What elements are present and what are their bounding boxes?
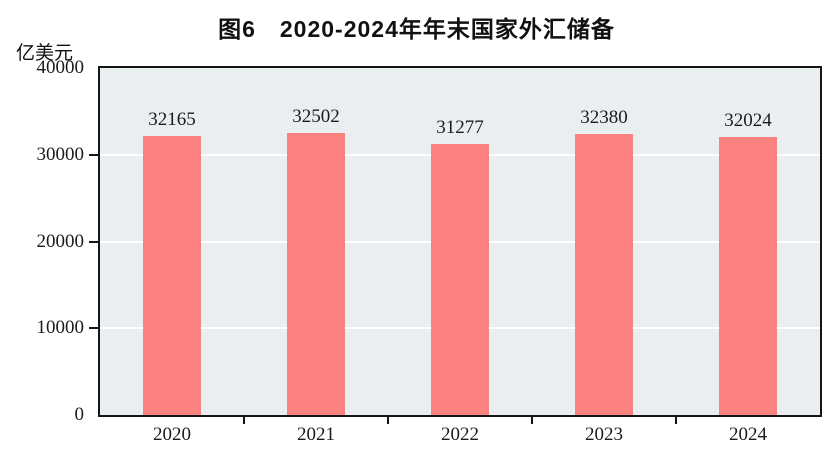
- bar-2023: [575, 134, 633, 415]
- y-tick-label: 20000: [36, 230, 85, 252]
- bar-value-label: 32380: [580, 107, 628, 129]
- x-tick-label-2020: 2020: [153, 424, 191, 445]
- y-tick-mark: [89, 327, 98, 330]
- bar-2020: [143, 135, 201, 415]
- x-tick-mark: [243, 417, 245, 424]
- bar-2022: [431, 143, 489, 415]
- y-tick-label: 30000: [36, 143, 85, 165]
- chart-title: 图6 2020-2024年年末国家外汇储备: [218, 16, 615, 42]
- x-tick-mark: [675, 417, 677, 424]
- bar-value-label: 32502: [292, 106, 340, 128]
- x-tick-label-2021: 2021: [297, 424, 335, 445]
- bar-value-label: 31277: [436, 116, 484, 138]
- y-tick-mark: [89, 240, 98, 243]
- bar-value-label: 32024: [724, 110, 772, 132]
- bar-2021: [287, 133, 345, 415]
- y-tick-label: 10000: [36, 317, 85, 339]
- x-tick-mark: [387, 417, 389, 424]
- x-tick-label-2024: 2024: [729, 424, 767, 445]
- x-tick-label-2023: 2023: [585, 424, 623, 445]
- y-tick-mark: [89, 153, 98, 156]
- x-tick-mark: [531, 417, 533, 424]
- x-tick-label-2022: 2022: [441, 424, 479, 445]
- bar-value-label: 32165: [148, 108, 196, 130]
- y-tick-label: 40000: [36, 57, 85, 78]
- bar-2024: [719, 137, 777, 415]
- y-axis-unit-label: 亿美元: [16, 43, 74, 64]
- y-tick-label: 0: [74, 404, 85, 425]
- plot-area: [98, 66, 822, 417]
